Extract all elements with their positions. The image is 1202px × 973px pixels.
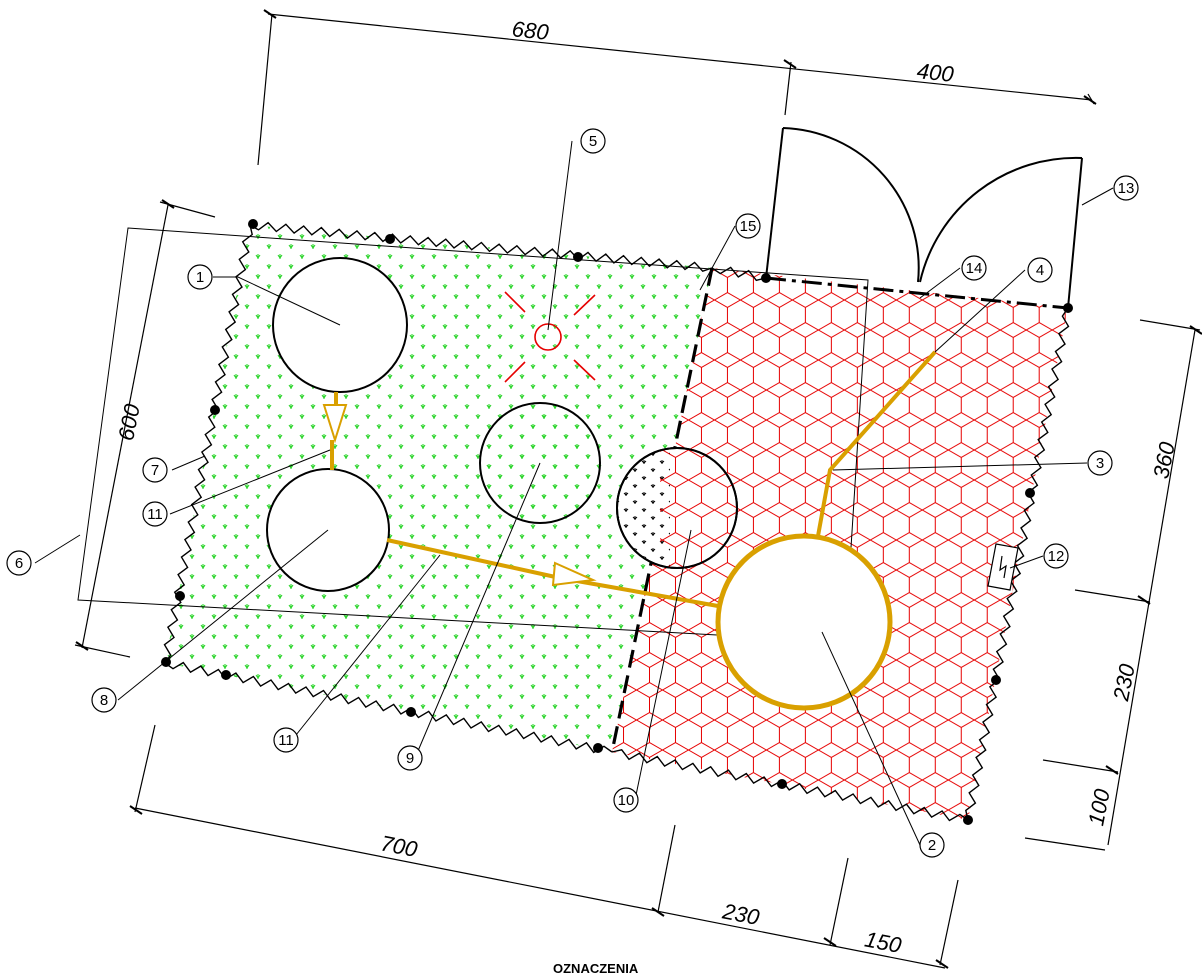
callout-number: 7 — [151, 462, 159, 479]
hedge-segment — [611, 749, 969, 822]
callout-8: 8 — [91, 687, 117, 713]
callout-14: 14 — [961, 255, 987, 281]
lamp-symbol — [504, 291, 596, 383]
circle-2 — [715, 533, 893, 711]
leader-lines — [34, 140, 1114, 846]
dim-top-left: 680 — [511, 16, 551, 45]
fence-post — [593, 743, 603, 753]
callout-4: 4 — [1027, 257, 1053, 283]
callout-number: 8 — [100, 692, 108, 709]
callout-number: 1 — [196, 269, 204, 286]
callout-number: 13 — [1118, 180, 1135, 197]
dim-bottom-mid: 230 — [720, 898, 763, 930]
callout-10: 10 — [613, 787, 639, 813]
callout-11: 11 — [273, 727, 299, 753]
fence-post — [963, 815, 973, 825]
hedge-segment — [711, 266, 767, 282]
dim-right-top: 360 — [1148, 439, 1180, 481]
callout-7: 7 — [142, 457, 168, 483]
fence-post — [991, 675, 1001, 685]
hedge-segment — [164, 661, 613, 754]
hedge-segment — [163, 224, 253, 664]
callout-2: 2 — [919, 832, 945, 858]
callout-1: 1 — [187, 264, 213, 290]
callout-number: 14 — [966, 260, 983, 277]
gate-symbol — [765, 127, 1083, 309]
callout-number: 10 — [618, 792, 635, 809]
callout-11: 11 — [142, 501, 168, 527]
legend-title: OZNACZENIA — [553, 961, 639, 973]
callout-15: 15 — [735, 213, 761, 239]
flow-arrows — [322, 404, 597, 587]
callout-number: 4 — [1036, 262, 1044, 279]
callout-number: 3 — [1096, 455, 1104, 472]
fence-post — [1025, 488, 1035, 498]
dim-top-right: 400 — [916, 58, 956, 87]
dimension-lines — [74, 13, 1201, 969]
electric-box — [987, 543, 1019, 591]
callout-9: 9 — [397, 745, 423, 771]
dim-right-mid: 230 — [1108, 661, 1140, 704]
callout-number: 11 — [147, 506, 163, 523]
callout-6: 6 — [6, 550, 32, 576]
callout-number: 15 — [740, 218, 757, 235]
fence-post — [573, 252, 583, 262]
fence-post — [761, 273, 771, 283]
fence-post — [1063, 303, 1073, 313]
fence-post — [777, 779, 787, 789]
callout-13: 13 — [1113, 175, 1139, 201]
dim-left: 600 — [113, 401, 145, 443]
fence-posts — [161, 219, 1073, 825]
callout-number: 2 — [928, 837, 936, 854]
callout-number: 6 — [15, 555, 23, 572]
fence-post — [248, 219, 258, 229]
callout-number: 9 — [406, 750, 414, 767]
fence-post — [210, 405, 220, 415]
fence-post — [406, 707, 416, 717]
fence-post — [175, 591, 185, 601]
callout-5: 5 — [580, 128, 606, 154]
callout-number: 12 — [1048, 548, 1065, 565]
callout-12: 12 — [1043, 543, 1069, 569]
fence-line — [765, 276, 1069, 310]
hedge-segment — [249, 221, 713, 273]
fence-post — [221, 670, 231, 680]
callout-number: 5 — [589, 133, 597, 150]
fence-post — [385, 234, 395, 244]
callout-3: 3 — [1087, 450, 1113, 476]
dimension-ticks — [75, 9, 1202, 969]
callout-number: 11 — [278, 732, 294, 749]
dim-right-bottom: 100 — [1083, 786, 1115, 828]
